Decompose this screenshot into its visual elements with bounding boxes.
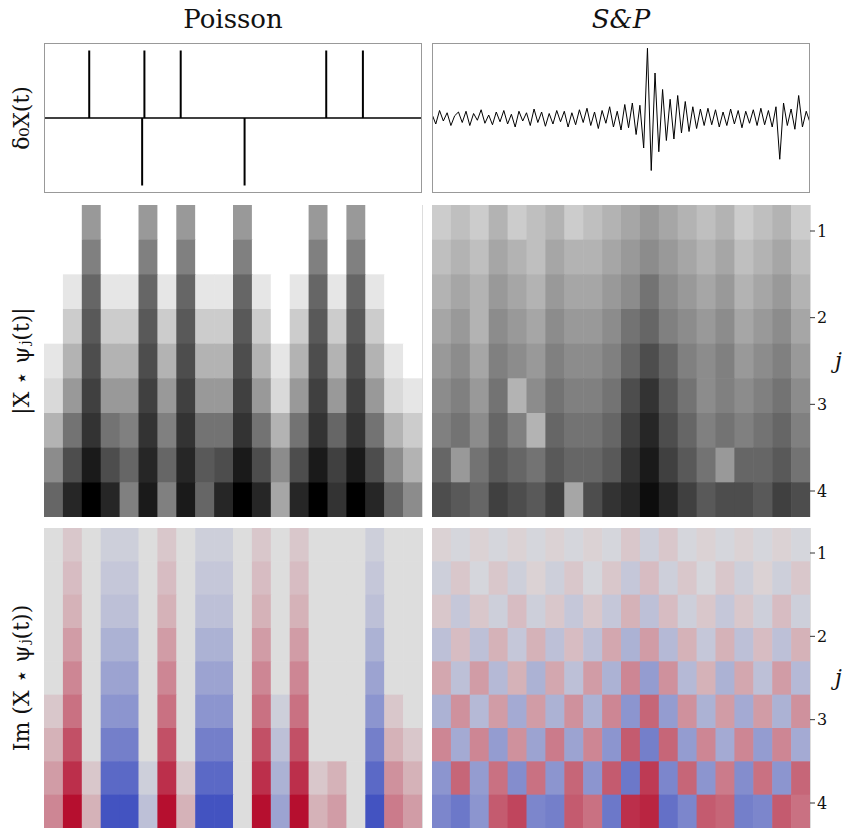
html-text:S&P: S&P	[591, 4, 651, 34]
svg-text:4: 4	[817, 794, 827, 813]
svg-text:4: 4	[817, 482, 827, 501]
html-text:δ₀X(t): δ₀X(t)	[9, 86, 34, 150]
svg-text:1: 1	[817, 544, 827, 563]
html-text:Im (X ⋆ ψⱼ(t)): Im (X ⋆ ψⱼ(t))	[9, 604, 34, 752]
svg-text:1: 1	[817, 222, 827, 241]
svg-text:3: 3	[817, 710, 827, 729]
svg-text:2: 2	[817, 308, 827, 327]
html-text:j: j	[835, 348, 842, 373]
html-text:|X ⋆ ψⱼ(t)|: |X ⋆ ψⱼ(t)|	[9, 307, 34, 415]
html-text:Poisson: Poisson	[183, 4, 283, 34]
svg-text:3: 3	[817, 395, 827, 414]
svg-text:2: 2	[817, 627, 827, 646]
html-text:j: j	[835, 665, 842, 690]
